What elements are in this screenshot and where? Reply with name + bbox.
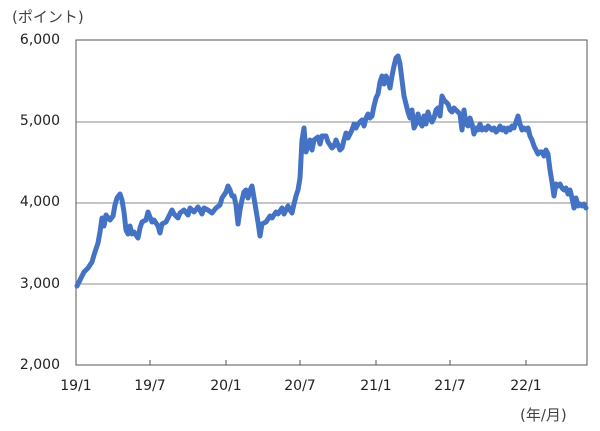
x-tick-21-1: 21/1 [360, 378, 392, 394]
x-tick-19-7: 19/7 [134, 378, 166, 394]
x-tick-19-1: 19/1 [60, 378, 92, 394]
y-tick-5000: 5,000 [19, 113, 60, 129]
x-tick-20-7: 20/7 [284, 378, 316, 394]
x-tick-21-7: 21/7 [434, 378, 466, 394]
y-tick-3000: 3,000 [19, 276, 60, 292]
x-ticks [149, 360, 527, 365]
x-tick-20-1: 20/1 [210, 378, 242, 394]
x-axis-unit: (年/月) [520, 406, 567, 424]
y-tick-2000: 2,000 [19, 357, 60, 373]
plot-frame [75, 39, 588, 366]
y-tick-4000: 4,000 [19, 194, 60, 210]
gridlines [76, 121, 587, 285]
series-line [74, 53, 589, 289]
y-axis-unit: (ポイント) [12, 8, 84, 26]
y-tick-6000: 6,000 [19, 32, 60, 48]
x-tick-22-1: 22/1 [510, 378, 542, 394]
